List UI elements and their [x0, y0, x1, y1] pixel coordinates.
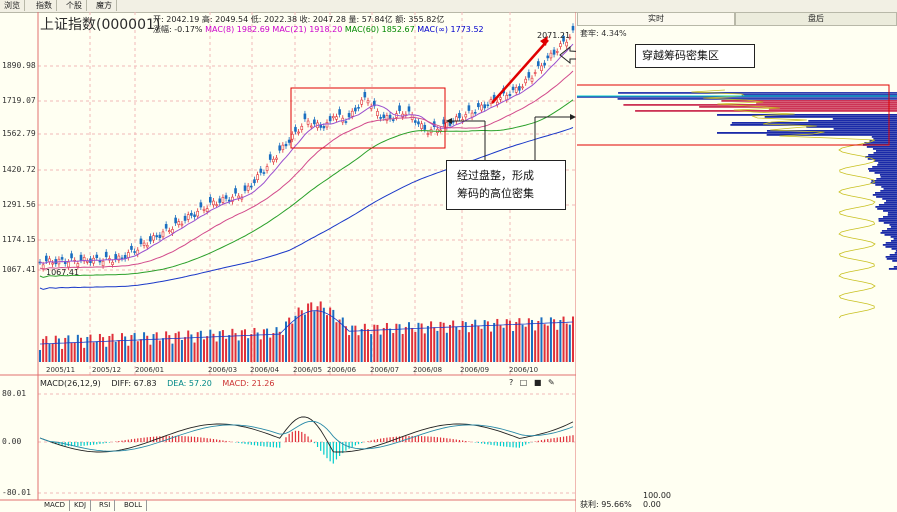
- x-label: 2005/11: [46, 366, 76, 374]
- x-label: 2006/08: [413, 366, 443, 374]
- price-grid: [38, 12, 576, 494]
- y-label: 1291.56: [2, 200, 36, 209]
- consolidation-box: [290, 87, 446, 149]
- macd-header: MACD(26,12,9) DIFF: 67.83 DEA: 57.20 MAC…: [40, 379, 274, 388]
- tab-realtime[interactable]: 实时: [577, 12, 735, 26]
- change-value: 涨幅: -0.17%: [153, 25, 203, 34]
- tab-macd[interactable]: MACD: [40, 500, 70, 511]
- y-label: 1562.79: [2, 129, 36, 138]
- y-label: 1719.07: [2, 96, 36, 105]
- amount-value: 额: 355.82亿: [395, 15, 445, 24]
- open-value: 开: 2042.19: [153, 15, 200, 24]
- tab-after-hours[interactable]: 盘后: [735, 12, 897, 26]
- macd-y-label: 80.01: [2, 389, 27, 398]
- dea-value: DEA: 57.20: [167, 379, 212, 388]
- tab-magic[interactable]: 魔方: [92, 0, 117, 11]
- page-title: 上证指数(000001): [40, 17, 161, 33]
- tab-rsi[interactable]: RSI: [95, 500, 116, 511]
- macd-plot: [39, 416, 574, 464]
- close-value: 收: 2047.28: [299, 15, 346, 24]
- top-callout-arrow: [559, 45, 576, 65]
- callout-line-1: 经过盘整，形成: [457, 169, 534, 182]
- tab-stock[interactable]: 个股: [62, 0, 87, 11]
- high-value: 高: 2049.54: [201, 15, 249, 24]
- volume-bars: [39, 301, 574, 362]
- x-label: 2006/10: [509, 366, 539, 374]
- chip-value-2: 0.00: [643, 500, 661, 509]
- y-label: 1890.98: [2, 61, 36, 70]
- ma60-value: MAC(60) 1852.67: [344, 25, 415, 34]
- x-label: 2006/05: [293, 366, 323, 374]
- trapped-ratio: 套牢: 4.34%: [580, 29, 627, 38]
- low-value: 低: 2022.38: [250, 15, 298, 24]
- x-label: 2006/01: [135, 366, 165, 374]
- diff-value: DIFF: 67.83: [111, 379, 157, 388]
- y-label: 1420.72: [2, 165, 36, 174]
- profit-ratio: 获利: 95.66%: [580, 500, 632, 509]
- mainf-value: MAC(∞) 1773.52: [417, 25, 484, 34]
- low-price-label: 1067.41: [46, 268, 80, 277]
- callout-line-2: 筹码的高位密集: [457, 187, 534, 200]
- chip-distribution: [577, 84, 897, 319]
- tab-kdj[interactable]: KDJ: [70, 500, 92, 511]
- macd-tool-icons[interactable]: ? □ ■ ✎: [509, 378, 557, 387]
- top-tab-bar: 浏览 指数 个股 魔方: [0, 0, 897, 13]
- x-label: 2006/04: [250, 366, 280, 374]
- macd-value: MACD: 21.26: [222, 379, 275, 388]
- high-price-label: 2071.21: [537, 31, 571, 40]
- x-label: 2006/07: [370, 366, 400, 374]
- moving-average-lines: [39, 43, 574, 290]
- ma8-value: MAC(8) 1982.69: [205, 25, 270, 34]
- tab-browse[interactable]: 浏览: [0, 0, 25, 11]
- quote-line: 开: 2042.19 高: 2049.54 低: 2022.38 收: 2047…: [153, 14, 444, 25]
- x-label: 2005/12: [92, 366, 122, 374]
- chip-value-1: 100.00: [643, 491, 671, 500]
- volume-value: 量: 57.84亿: [348, 15, 393, 24]
- x-label: 2006/09: [460, 366, 490, 374]
- macd-title: MACD(26,12,9): [40, 379, 101, 388]
- ma21-value: MAC(21) 1918.20: [272, 25, 343, 34]
- y-label: 1174.15: [2, 235, 36, 244]
- candlesticks: [38, 23, 575, 272]
- y-label: 1067.41: [2, 265, 36, 274]
- candlestick-chart: [0, 12, 576, 512]
- consolidation-callout: 经过盘整，形成 筹码的高位密集: [446, 160, 566, 210]
- tab-boll[interactable]: BOLL: [120, 500, 147, 511]
- breakout-callout: 穿越筹码密集区: [635, 44, 755, 68]
- tab-index[interactable]: 指数: [32, 0, 57, 11]
- ma-line: 涨幅: -0.17% MAC(8) 1982.69 MAC(21) 1918.2…: [153, 24, 484, 35]
- macd-y-label: 0.00: [2, 437, 22, 446]
- macd-y-label: -80.01: [2, 488, 31, 497]
- breakout-arrow: [491, 39, 549, 104]
- x-label: 2006/03: [208, 366, 238, 374]
- x-label: 2006/06: [327, 366, 357, 374]
